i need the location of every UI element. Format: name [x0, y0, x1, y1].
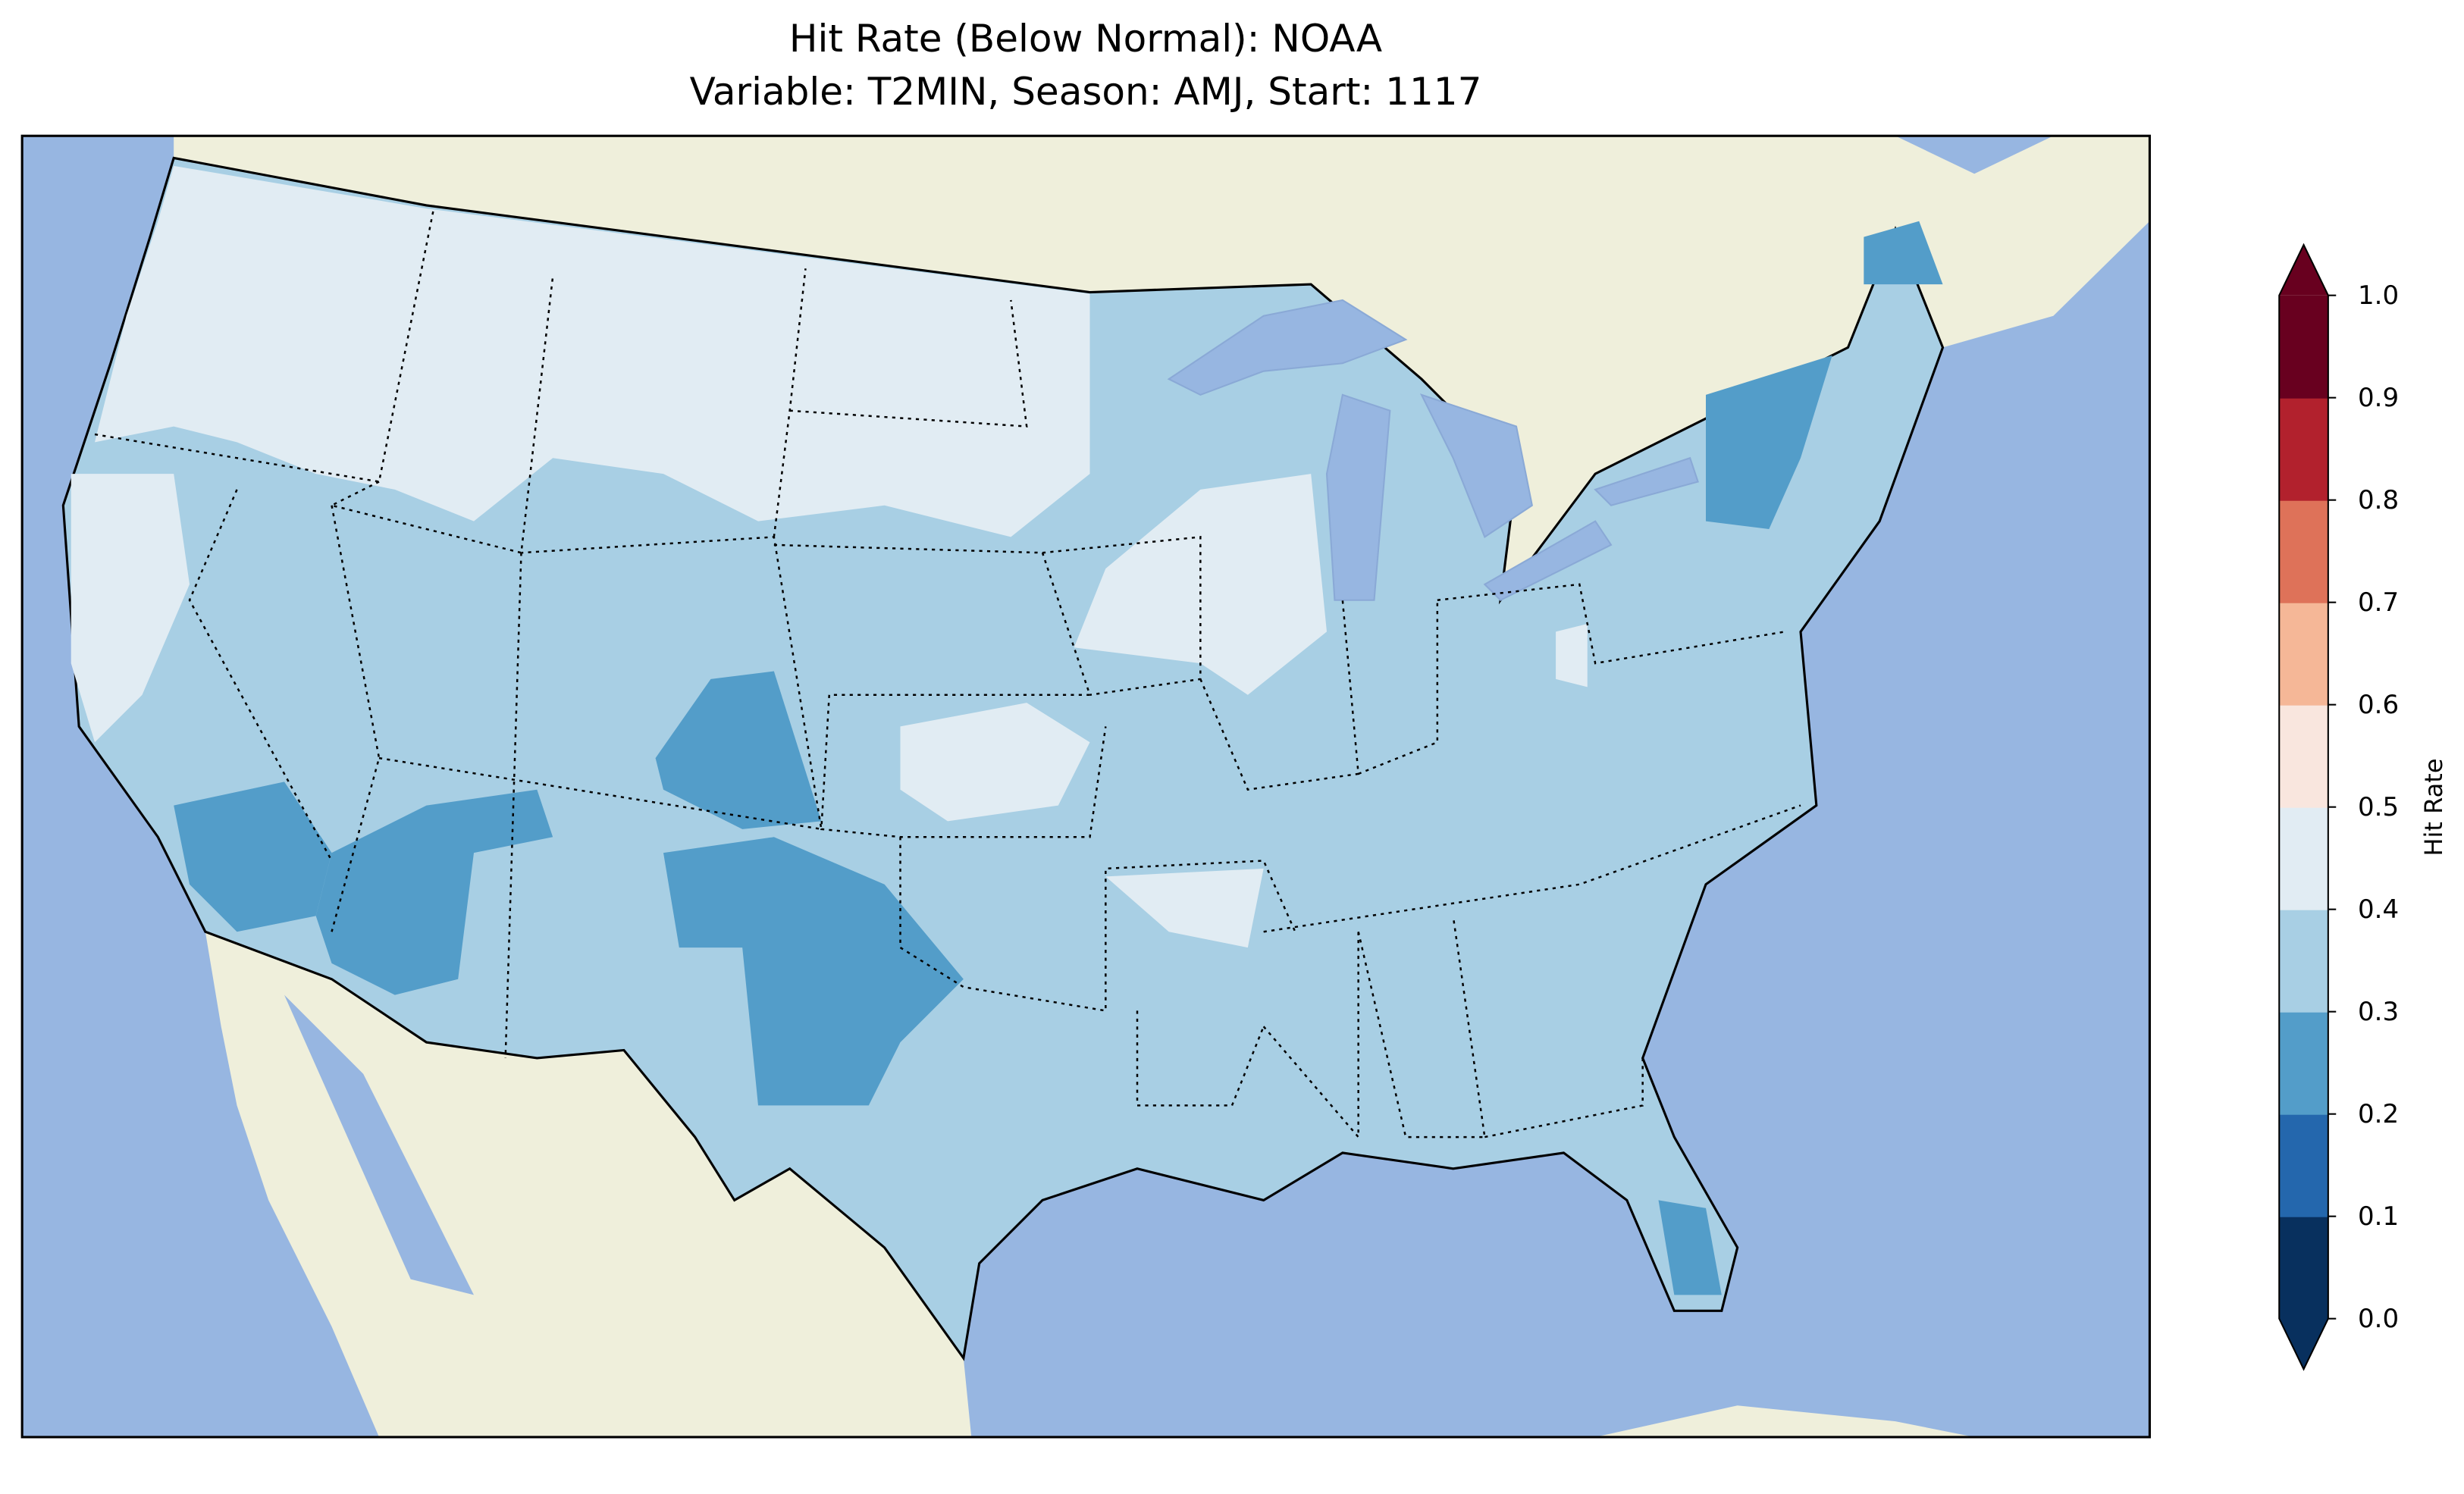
land-cuba: [1595, 1405, 1975, 1437]
colorbar-extend-max: [2279, 245, 2328, 296]
chart-title: Hit Rate (Below Normal): NOAA: [788, 17, 1383, 61]
colorbar-segment: [2279, 1216, 2328, 1320]
region-north-tier: [95, 165, 1090, 537]
lake-erie: [1483, 520, 1613, 602]
region-colorado: [655, 671, 822, 829]
region-south-florida: [1658, 1200, 1722, 1295]
colorbar-tick-label: 0.8: [2358, 484, 2400, 515]
region-southern-california: [174, 781, 332, 932]
colorbar-tick-label: 0.7: [2358, 587, 2400, 618]
colorbar-segment: [2279, 500, 2328, 603]
region-arizona-utah: [315, 789, 553, 995]
colorbar: [2278, 243, 2337, 1371]
colorbar-tick-label: 0.5: [2358, 791, 2400, 822]
colorbar-segment: [2279, 295, 2328, 399]
chart-subtitle: Variable: T2MIN, Season: AMJ, Start: 111…: [689, 70, 1482, 114]
map-border: [20, 134, 2151, 1439]
colorbar-segment: [2279, 807, 2328, 910]
colorbar-segment: [2279, 1011, 2328, 1115]
colorbar-segment: [2279, 1113, 2328, 1217]
colorbar-tick-label: 0.9: [2358, 382, 2400, 413]
region-new-mexico-texas: [663, 837, 964, 1106]
region-arkansas: [1105, 868, 1264, 948]
lake-michigan: [1325, 393, 1391, 601]
lake-ontario: [1594, 456, 1699, 506]
region-pacific-coast: [71, 474, 190, 743]
region-maine: [1864, 221, 1943, 285]
region-kansas: [900, 703, 1090, 822]
land-baja: [221, 1026, 427, 1437]
hitrate-0.2-0.3-regions: [174, 221, 1943, 1295]
region-pa: [1556, 624, 1588, 687]
lake-huron: [1419, 393, 1533, 538]
colorbar-extend-min: [2279, 1318, 2328, 1370]
land-baja-gulf: [284, 994, 474, 1295]
colorbar-segment: [2279, 909, 2328, 1013]
hitrate-0.4-0.5-regions: [71, 165, 1588, 948]
colorbar-tick-label: 1.0: [2358, 280, 2400, 311]
colorbar-segment: [2279, 704, 2328, 808]
colorbar-tick-label: 0.1: [2358, 1201, 2400, 1232]
colorbar-tick-label: 0.2: [2358, 1098, 2400, 1129]
colorbar-tick-label: 0.4: [2358, 894, 2400, 925]
region-new-york: [1706, 355, 1832, 529]
land-canada: [174, 136, 2150, 600]
colorbar-tick-label: 0.6: [2358, 689, 2400, 720]
colorbar-segment: [2279, 602, 2328, 706]
colorbar-segment: [2279, 397, 2328, 501]
colorbar-tick-label: 0.0: [2358, 1303, 2400, 1334]
colorbar-tick-label: 0.3: [2358, 996, 2400, 1027]
land-mexico: [205, 932, 972, 1437]
lake-superior: [1167, 299, 1408, 396]
state-borders: [94, 205, 1801, 1140]
great-lakes: [1167, 299, 1699, 602]
colorbar-label: Hit Rate: [2419, 758, 2448, 857]
map-frame: [22, 136, 2150, 1437]
